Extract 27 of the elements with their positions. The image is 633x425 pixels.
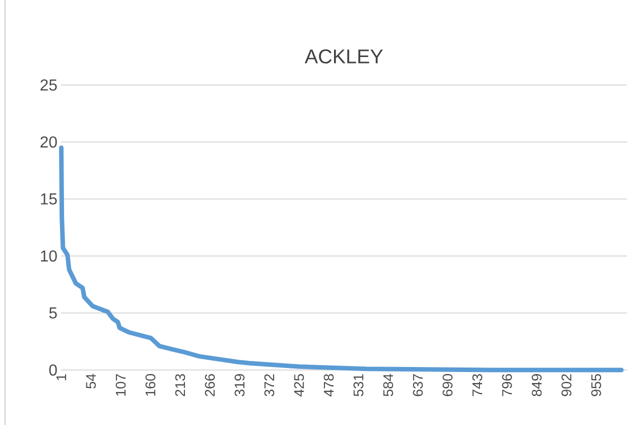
x-tick-label: 1 xyxy=(56,374,66,380)
y-tick-label: 10 xyxy=(40,250,57,262)
y-tick-label: 25 xyxy=(40,79,57,91)
x-tick-label: 743 xyxy=(472,374,482,396)
x-tick-label: 107 xyxy=(116,374,126,396)
x-tick-label: 690 xyxy=(442,374,453,396)
x-tick-label: 319 xyxy=(234,374,245,396)
y-tick-label: 20 xyxy=(40,136,57,148)
x-tick-label: 637 xyxy=(412,374,423,396)
x-tick-label: 54 xyxy=(86,374,96,388)
x-tick-label: 213 xyxy=(175,374,186,396)
x-tick-label: 266 xyxy=(204,374,215,396)
x-tick-label: 902 xyxy=(562,374,572,396)
x-tick-label: 849 xyxy=(532,374,542,396)
x-tick-label: 160 xyxy=(145,374,156,396)
x-tick-label: 955 xyxy=(591,374,602,396)
x-tick-label: 531 xyxy=(354,374,364,396)
x-tick-label: 478 xyxy=(324,374,334,396)
x-tick-label: 584 xyxy=(383,374,394,396)
y-tick-label: 5 xyxy=(49,307,57,319)
x-tick-label: 796 xyxy=(502,374,512,396)
x-tick-label: 425 xyxy=(294,374,304,396)
x-tick-label: 372 xyxy=(264,374,274,396)
y-tick-label: 15 xyxy=(40,193,57,205)
chart-title: ACKLEY xyxy=(304,49,383,64)
y-tick-label: 0 xyxy=(49,364,57,376)
line-series xyxy=(59,145,624,372)
